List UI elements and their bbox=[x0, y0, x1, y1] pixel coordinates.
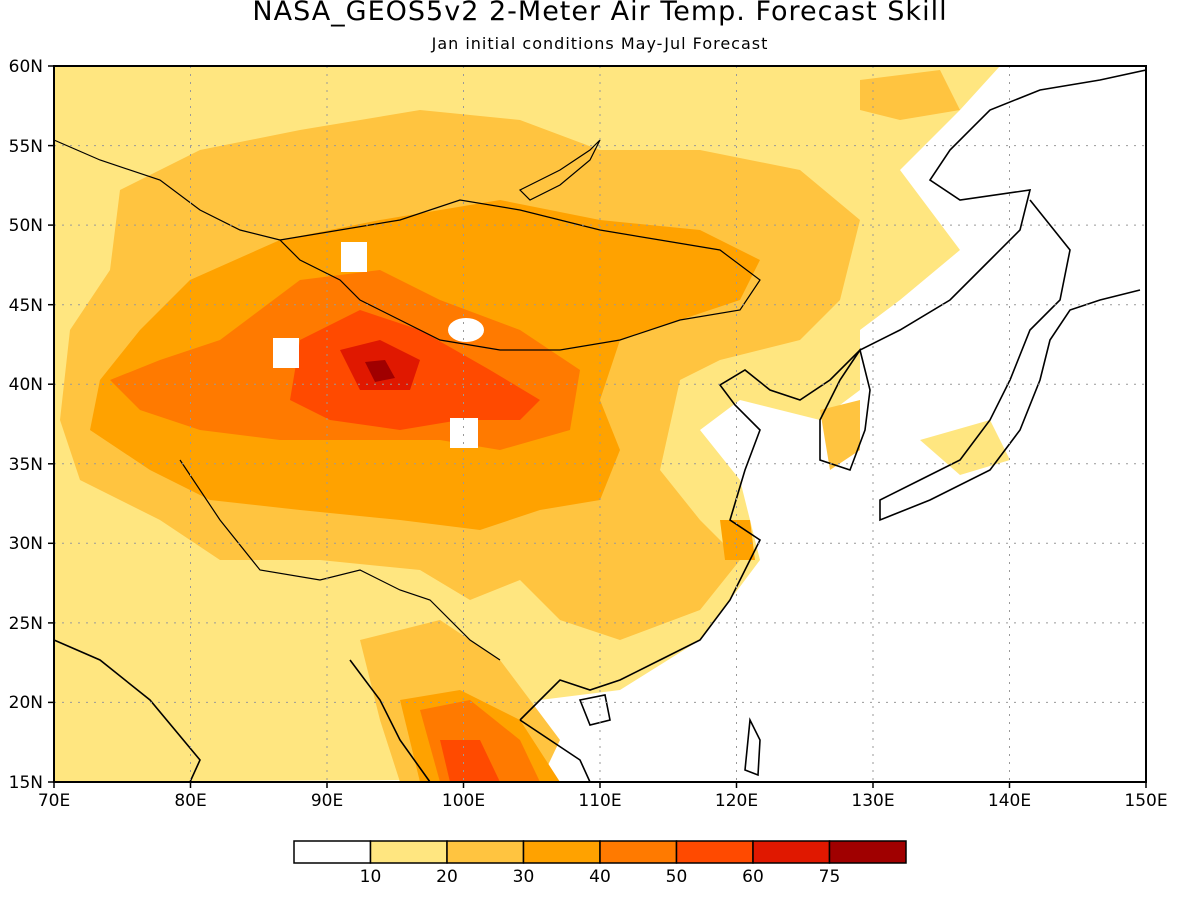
coastline-india bbox=[54, 639, 201, 782]
colorbar-label: 10 bbox=[360, 867, 382, 887]
colorbar-swatch bbox=[293, 840, 372, 864]
lat-label: 45N bbox=[9, 296, 43, 316]
lat-label: 35N bbox=[9, 455, 43, 475]
lat-label: 50N bbox=[9, 216, 43, 236]
coastline-east-asia bbox=[519, 69, 1146, 721]
lat-label: 40N bbox=[9, 375, 43, 395]
skill-field bbox=[54, 66, 1146, 782]
lat-label: 20N bbox=[9, 693, 43, 713]
colorbar-swatch bbox=[752, 840, 831, 864]
lat-label: 60N bbox=[9, 57, 43, 77]
colorbar-label: 50 bbox=[666, 867, 688, 887]
border-russia-kazakhstan bbox=[54, 139, 281, 241]
lat-label: 30N bbox=[9, 534, 43, 554]
lon-tick-labels: 70E 80E 90E 100E 110E 120E 130E 140E 150… bbox=[38, 791, 1168, 811]
lon-label: 150E bbox=[1124, 791, 1167, 811]
tick-marks bbox=[48, 65, 1147, 788]
coastline-taiwan bbox=[744, 717, 761, 777]
colorbar-label: 30 bbox=[513, 867, 535, 887]
coastlines bbox=[54, 69, 1146, 782]
map-title: NASA_GEOS5v2 2-Meter Air Temp. Forecast … bbox=[252, 0, 948, 27]
colorbar-swatch bbox=[599, 840, 678, 864]
lat-tick-labels: 15N 20N 25N 30N 35N 40N 45N 50N 55N 60N bbox=[9, 57, 43, 793]
colorbar-swatch bbox=[675, 840, 754, 864]
coastline-indochina bbox=[349, 659, 591, 782]
lon-label: 140E bbox=[988, 791, 1031, 811]
lon-label: 70E bbox=[38, 791, 70, 811]
colorbar-swatch bbox=[369, 840, 448, 864]
lat-label: 55N bbox=[9, 137, 43, 157]
lat-label: 25N bbox=[9, 614, 43, 634]
colorbar-label: 75 bbox=[819, 867, 841, 887]
gridlines bbox=[54, 66, 1146, 782]
colorbar-label: 20 bbox=[436, 867, 458, 887]
coastline-korea bbox=[819, 348, 871, 472]
colorbar-swatch bbox=[522, 840, 601, 864]
coastline-hainan bbox=[578, 694, 611, 726]
colorbar-label: 40 bbox=[589, 867, 611, 887]
lon-label: 80E bbox=[174, 791, 206, 811]
lake-baikal bbox=[518, 139, 601, 201]
lat-label: 15N bbox=[9, 773, 43, 793]
lon-label: 90E bbox=[311, 791, 343, 811]
lon-label: 100E bbox=[442, 791, 485, 811]
colorbar: 10 20 30 40 50 60 75 bbox=[293, 840, 907, 887]
colorbar-label: 60 bbox=[742, 867, 764, 887]
lon-label: 130E bbox=[851, 791, 894, 811]
lon-label: 120E bbox=[715, 791, 758, 811]
map-subtitle: Jan initial conditions May-Jul Forecast bbox=[431, 34, 769, 53]
colorbar-swatch bbox=[828, 840, 907, 864]
coastline-japan bbox=[879, 199, 1141, 522]
border-china-south bbox=[179, 459, 501, 661]
colorbar-swatch bbox=[446, 840, 525, 864]
lon-label: 110E bbox=[578, 791, 621, 811]
border-mongolia bbox=[278, 199, 761, 351]
